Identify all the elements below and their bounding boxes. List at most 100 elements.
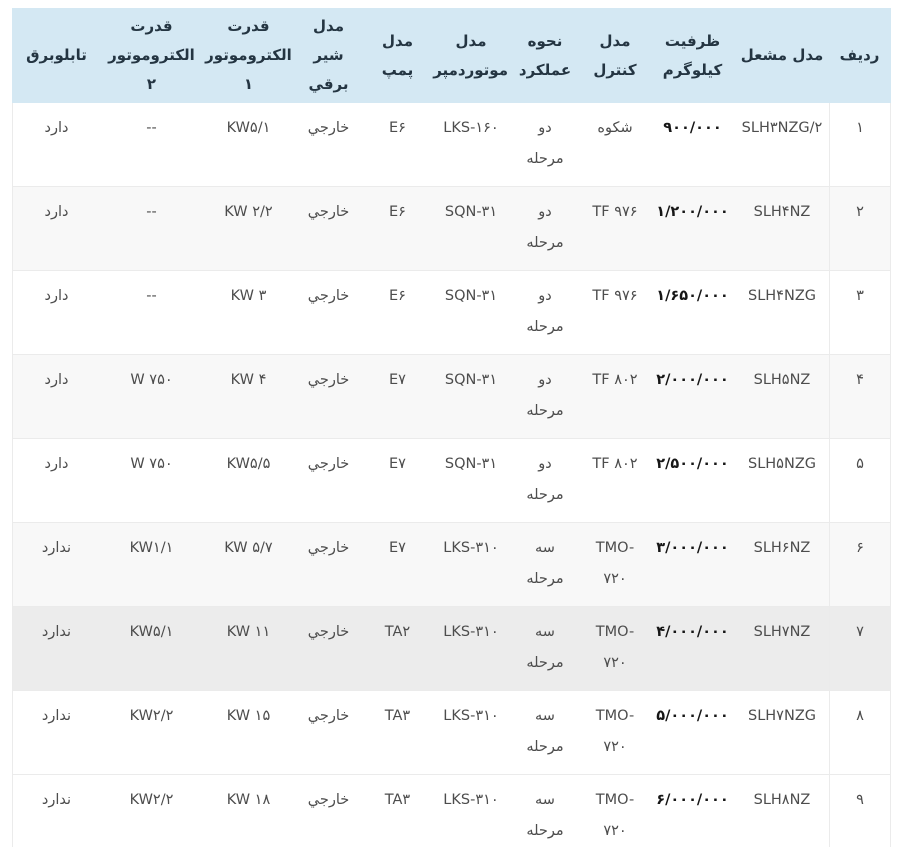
cell-pump-model: TA۳ xyxy=(384,708,411,724)
cell-burner-model: SLH۴NZG xyxy=(748,288,816,304)
cell-electromotor2: KW۲/۲ xyxy=(129,708,174,724)
cell-burner-model: SLH۷NZG xyxy=(748,708,816,724)
cell-solenoid-valve: خارجي xyxy=(307,708,350,724)
cell-damper-motor: SQN-۳۱ xyxy=(444,204,498,220)
cell-capacity: ۱/۲۰۰/۰۰۰ xyxy=(656,204,729,220)
header-control-model: مدل کنترل xyxy=(593,31,637,79)
cell-burner-model: SLH۸NZ xyxy=(753,792,811,808)
cell-electromotor2: KW۱/۱ xyxy=(129,540,174,556)
cell-capacity: ۶/۰۰۰/۰۰۰ xyxy=(656,792,729,808)
cell-electromotor1: KW ۱۸ xyxy=(226,792,271,808)
header-operation-mode: نحوه عملکرد xyxy=(518,31,572,79)
cell-capacity: ۹۰۰/۰۰۰ xyxy=(663,120,722,136)
cell-operation-mode: دو مرحله xyxy=(526,288,564,335)
cell-electromotor1: KW ۵/۷ xyxy=(224,540,273,556)
cell-solenoid-valve: خارجي xyxy=(307,624,350,640)
cell-pump-model: TA۲ xyxy=(384,624,411,640)
cell-control-model: TMO- ۷۲۰ xyxy=(595,792,635,839)
cell-control-model: TF ۸۰۲ xyxy=(592,456,638,472)
cell-burner-model: SLH۶NZ xyxy=(753,540,811,556)
cell-electric-panel: دارد xyxy=(44,120,69,136)
table-row: ۶ SLH۶NZ ۳/۰۰۰/۰۰۰ TMO- ۷۲۰ سه مرحله LKS… xyxy=(12,523,891,607)
cell-solenoid-valve: خارجي xyxy=(307,204,350,220)
cell-pump-model: E۶ xyxy=(389,288,406,304)
cell-burner-model: SLH۴NZ xyxy=(753,204,811,220)
cell-control-model: TMO- ۷۲۰ xyxy=(595,540,635,587)
table-row: ۵ SLH۵NZG ۲/۵۰۰/۰۰۰ TF ۸۰۲ دو مرحله SQN-… xyxy=(12,439,891,523)
cell-damper-motor: LKS-۳۱۰ xyxy=(443,792,499,808)
table-row: ۲ SLH۴NZ ۱/۲۰۰/۰۰۰ TF ۹۷۶ دو مرحله SQN-۳… xyxy=(12,187,891,271)
cell-pump-model: E۶ xyxy=(389,120,406,136)
cell-operation-mode: دو مرحله xyxy=(526,204,564,251)
cell-pump-model: TA۳ xyxy=(384,792,411,808)
header-electromotor2: قدرت الکتروموتور ۲ xyxy=(108,17,195,93)
cell-row-number: ۱ xyxy=(829,103,890,186)
cell-operation-mode: دو مرحله xyxy=(526,372,564,419)
cell-row-number: ۵ xyxy=(829,439,890,522)
header-damper-motor: مدل موتوردمپر xyxy=(433,31,508,79)
cell-electromotor1: KW۵/۱ xyxy=(226,120,271,136)
cell-operation-mode: دو مرحله xyxy=(526,120,564,167)
cell-control-model: TF ۸۰۲ xyxy=(592,372,638,388)
cell-damper-motor: LKS-۳۱۰ xyxy=(443,708,499,724)
table-row: ۹ SLH۸NZ ۶/۰۰۰/۰۰۰ TMO- ۷۲۰ سه مرحله LKS… xyxy=(12,775,891,847)
cell-capacity: ۲/۵۰۰/۰۰۰ xyxy=(656,456,729,472)
cell-capacity: ۳/۰۰۰/۰۰۰ xyxy=(656,540,729,556)
table-row-highlighted: ۷ SLH۷NZ ۴/۰۰۰/۰۰۰ TMO- ۷۲۰ سه مرحله LKS… xyxy=(12,607,891,691)
cell-electric-panel: دارد xyxy=(44,288,69,304)
cell-pump-model: E۷ xyxy=(389,372,406,388)
table-row: ۱ SLH۳NZG/۲ ۹۰۰/۰۰۰ شکوه دو مرحله LKS-۱۶… xyxy=(12,103,891,187)
cell-pump-model: E۷ xyxy=(389,540,406,556)
cell-electromotor1: KW ۴ xyxy=(230,372,267,388)
cell-electromotor1: KW ۱۱ xyxy=(226,624,271,640)
cell-row-number: ۷ xyxy=(829,607,890,690)
cell-electric-panel: ندارد xyxy=(41,624,72,640)
table-header-row: ردیف مدل مشعل ظرفیت کیلوگرم مدل کنترل نح… xyxy=(12,8,891,103)
cell-control-model: TMO- ۷۲۰ xyxy=(595,624,635,671)
header-solenoid-valve: مدل شیر برقي xyxy=(308,17,349,93)
header-electromotor1: قدرت الکتروموتور ۱ xyxy=(205,17,292,93)
cell-operation-mode: سه مرحله xyxy=(526,792,564,839)
cell-electromotor2: KW۵/۱ xyxy=(129,624,174,640)
cell-damper-motor: SQN-۳۱ xyxy=(444,372,498,388)
cell-electric-panel: دارد xyxy=(44,456,69,472)
cell-operation-mode: دو مرحله xyxy=(526,456,564,503)
cell-capacity: ۴/۰۰۰/۰۰۰ xyxy=(656,624,729,640)
cell-electric-panel: ندارد xyxy=(41,540,72,556)
header-pump-model: مدل پمپ xyxy=(381,31,414,79)
cell-row-number: ۳ xyxy=(829,271,890,354)
cell-capacity: ۵/۰۰۰/۰۰۰ xyxy=(656,708,729,724)
cell-electric-panel: دارد xyxy=(44,372,69,388)
cell-capacity: ۱/۶۵۰/۰۰۰ xyxy=(656,288,729,304)
table-row: ۳ SLH۴NZG ۱/۶۵۰/۰۰۰ TF ۹۷۶ دو مرحله SQN-… xyxy=(12,271,891,355)
table-row: ۸ SLH۷NZG ۵/۰۰۰/۰۰۰ TMO- ۷۲۰ سه مرحله LK… xyxy=(12,691,891,775)
cell-burner-model: SLH۵NZ xyxy=(753,372,811,388)
cell-row-number: ۹ xyxy=(829,775,890,847)
header-electric-panel: تابلوبرق xyxy=(26,46,87,64)
cell-control-model: TF ۹۷۶ xyxy=(592,288,638,304)
cell-electromotor2: -- xyxy=(146,120,157,136)
cell-electromotor2: W ۷۵۰ xyxy=(130,456,173,472)
cell-damper-motor: SQN-۳۱ xyxy=(444,456,498,472)
cell-damper-motor: SQN-۳۱ xyxy=(444,288,498,304)
cell-operation-mode: سه مرحله xyxy=(526,624,564,671)
cell-electromotor1: KW ۲/۲ xyxy=(224,204,273,220)
cell-control-model: TMO- ۷۲۰ xyxy=(595,708,635,755)
cell-operation-mode: سه مرحله xyxy=(526,540,564,587)
cell-operation-mode: سه مرحله xyxy=(526,708,564,755)
cell-pump-model: E۷ xyxy=(389,456,406,472)
cell-damper-motor: LKS-۱۶۰ xyxy=(443,120,499,136)
cell-electromotor1: KW۵/۵ xyxy=(226,456,271,472)
cell-electromotor2: -- xyxy=(146,204,157,220)
header-row-number: ردیف xyxy=(839,46,880,64)
cell-solenoid-valve: خارجي xyxy=(307,792,350,808)
header-capacity-kg: ظرفیت کیلوگرم xyxy=(662,31,723,79)
cell-burner-model: SLH۷NZ xyxy=(753,624,811,640)
cell-capacity: ۲/۰۰۰/۰۰۰ xyxy=(656,372,729,388)
table-row: ۴ SLH۵NZ ۲/۰۰۰/۰۰۰ TF ۸۰۲ دو مرحله SQN-۳… xyxy=(12,355,891,439)
cell-electromotor1: KW ۱۵ xyxy=(226,708,271,724)
cell-control-model: TF ۹۷۶ xyxy=(592,204,638,220)
cell-damper-motor: LKS-۳۱۰ xyxy=(443,540,499,556)
cell-solenoid-valve: خارجي xyxy=(307,456,350,472)
